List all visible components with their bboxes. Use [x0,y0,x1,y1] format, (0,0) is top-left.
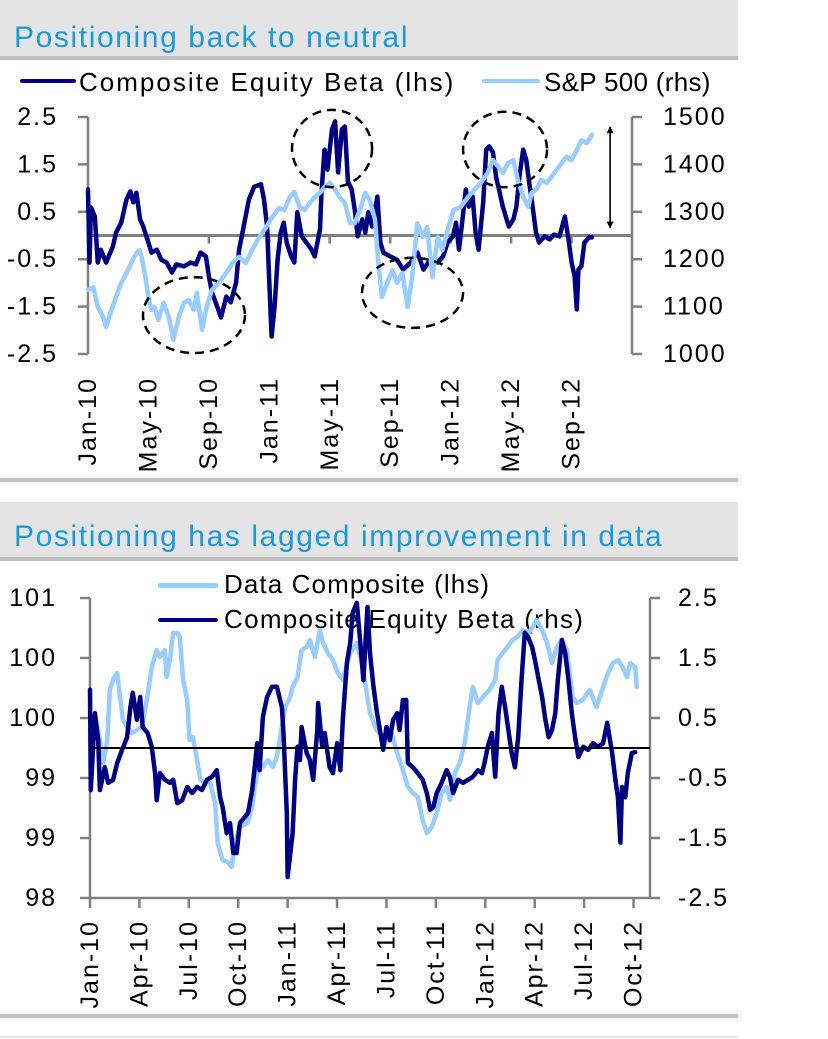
series-line-s-p-500-rhs [85,132,595,343]
y-left-tick-label: 99 [25,764,57,792]
legend-swatch-composite-equity-beta [20,79,76,83]
y-right-tick-label: -0.5 [678,764,729,792]
y-left-tick-label: 100 [9,704,57,732]
x-tick-label: May-12 [497,377,525,472]
legend-label-composite-equity-beta: Composite Equity Beta (lhs) [79,67,456,97]
y-right-tick-label: 0.5 [678,704,719,732]
legend-label-sp500: S&P 500 (rhs) [544,67,711,97]
highlight-ellipse [461,110,549,189]
highlight-ellipse [290,108,374,189]
x-tick-label: Sep-10 [195,377,223,470]
x-tick-label: Jan-10 [74,377,102,465]
y-right-tick-label: 2.5 [678,584,719,612]
x-tick-label: May-10 [134,377,162,472]
chart-header-positioning-back-to-neutral: Positioning back to neutral [0,0,738,60]
y-left-tick-label: 99 [25,824,57,852]
x-tick-label: Jul-12 [570,920,598,1000]
y-left-tick-label: 101 [9,584,57,612]
y-left-tick-label: 100 [9,644,57,672]
x-tick-label: Apr-11 [323,920,351,1005]
y-right-tick-label: 1100 [663,293,725,321]
x-tick-label: Jan-11 [255,377,283,464]
series-line-composite-equity-beta-lhs [85,119,595,339]
chart-title: Positioning has lagged improvement in da… [14,520,664,553]
highlight-ellipse [360,256,465,330]
x-tick-label: Jan-12 [437,377,465,465]
x-tick-label: Oct-10 [224,920,252,1007]
x-tick-label: Jul-10 [175,920,203,1000]
y-right-tick-label: -2.5 [678,884,729,912]
x-tick-label: Apr-10 [125,920,153,1007]
panel-divider [0,1036,738,1038]
series-line-composite-equity-beta-rhs [87,600,638,880]
series-line-data-composite-lhs [87,617,640,870]
x-tick-label: Apr-12 [521,920,549,1007]
chart-title: Positioning back to neutral [14,21,410,54]
y-right-tick-label: 1300 [663,198,727,226]
y-left-tick-label: 98 [25,884,57,912]
x-tick-label: Oct-12 [620,920,648,1007]
x-tick-label: Jan-11 [274,920,302,1007]
panel-divider [0,478,738,482]
x-tick-label: May-11 [316,377,344,471]
y-left-tick-label: -0.5 [7,245,58,273]
x-tick-label: Jan-12 [471,920,499,1008]
x-tick-label: Jul-11 [372,920,400,998]
chart-header-positioning-lagged: Positioning has lagged improvement in da… [0,502,738,561]
y-right-tick-label: 1200 [663,245,727,273]
x-tick-label: Sep-11 [376,377,404,468]
x-tick-label: Jan-10 [76,920,104,1008]
y-left-tick-label: 0.5 [17,198,58,226]
y-left-tick-label: 1.5 [17,150,58,178]
y-left-tick-label: -2.5 [7,340,58,368]
legend-swatch-composite-equity-beta [158,618,218,622]
y-left-tick-label: -1.5 [7,293,58,321]
x-tick-label: Sep-12 [558,377,586,470]
highlight-ellipse [141,275,247,355]
x-tick-label: Oct-11 [422,920,450,1005]
y-right-tick-label: 1000 [663,340,727,368]
legend-label-data-composite: Data Composite (lhs) [224,569,491,599]
panel-divider [0,1014,738,1018]
y-right-tick-label: 1400 [663,150,727,178]
y-left-tick-label: 2.5 [17,103,58,131]
y-right-tick-label: 1.5 [678,644,719,672]
y-right-tick-label: -1.5 [678,824,729,852]
legend-swatch-data-composite [158,583,218,588]
legend-swatch-sp500 [482,79,540,83]
y-right-tick-label: 1500 [663,103,727,131]
